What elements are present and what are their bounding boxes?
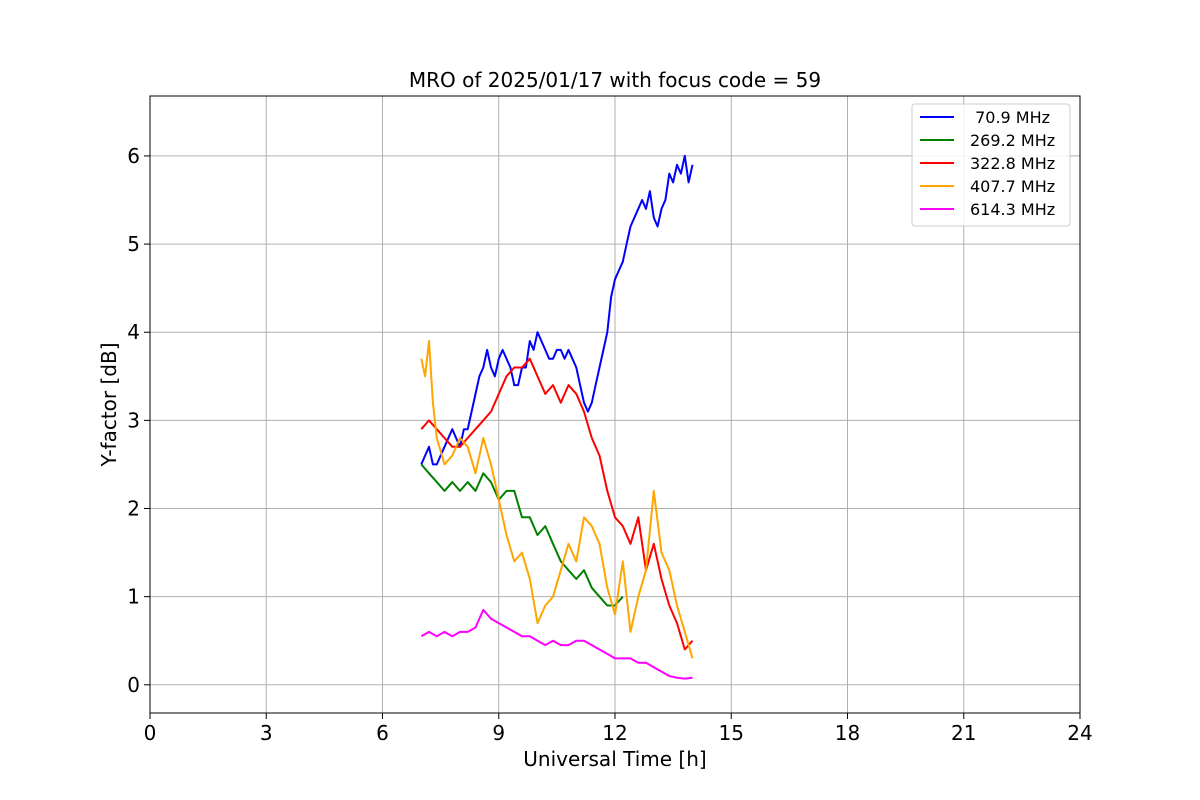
x-tick-label: 6 (376, 721, 389, 745)
y-tick-label: 6 (127, 144, 140, 168)
legend-box (911, 103, 1071, 227)
y-tick-label: 0 (127, 673, 140, 697)
x-tick-label: 0 (144, 721, 157, 745)
y-tick-label: 1 (127, 585, 140, 609)
x-tick-label: 3 (260, 721, 273, 745)
legend-label: 407.7 MHz (970, 177, 1055, 196)
y-tick-label: 5 (127, 232, 140, 256)
legend-label: 70.9 MHz (970, 108, 1050, 127)
y-tick-label: 3 (127, 408, 140, 432)
series-line-0 (420, 154, 694, 466)
legend-label: 269.2 MHz (970, 131, 1055, 150)
x-tick-label: 21 (951, 721, 976, 745)
y-tick-label: 2 (127, 497, 140, 521)
series-layer (420, 154, 694, 680)
x-tick-label: 15 (719, 721, 744, 745)
series-line-3 (420, 340, 694, 659)
x-tick-label: 9 (492, 721, 505, 745)
chart-title: MRO of 2025/01/17 with focus code = 59 (409, 68, 821, 92)
y-tick-label: 4 (127, 320, 140, 344)
legend-label: 614.3 MHz (970, 200, 1055, 219)
legend-label: 322.8 MHz (970, 154, 1055, 173)
y-axis-label: Y-factor [dB] (97, 342, 121, 467)
series-line-1 (420, 463, 624, 607)
x-tick-label: 12 (602, 721, 627, 745)
legend: 70.9 MHz 269.2 MHz 322.8 MHz 407.7 MHz 614.3… (911, 103, 1071, 227)
x-axis-label: Universal Time [h] (523, 747, 706, 771)
x-tick-label: 24 (1067, 721, 1092, 745)
x-tick-label: 18 (835, 721, 860, 745)
series-line-4 (420, 608, 693, 680)
